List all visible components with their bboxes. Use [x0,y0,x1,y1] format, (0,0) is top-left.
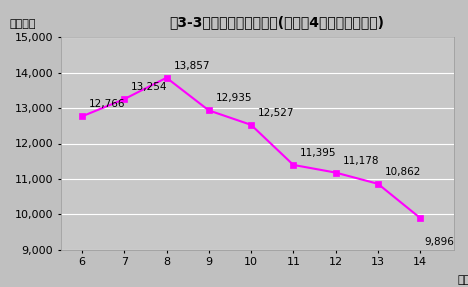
Text: 12,766: 12,766 [89,99,125,109]
Text: 12,935: 12,935 [216,94,252,103]
Text: 13,857: 13,857 [174,61,210,71]
Text: 13,254: 13,254 [131,82,168,92]
Text: 11,178: 11,178 [343,156,379,166]
Text: （億円）: （億円） [10,19,36,29]
Text: 10,862: 10,862 [385,167,421,177]
Text: （年）: （年） [458,275,468,285]
Text: 9,896: 9,896 [424,237,454,247]
Text: 11,395: 11,395 [300,148,337,158]
Text: 12,527: 12,527 [258,108,294,118]
Text: 図3-3　付加価値額の推移(従業者4人以上の事業所): 図3-3 付加価値額の推移(従業者4人以上の事業所) [169,15,385,29]
